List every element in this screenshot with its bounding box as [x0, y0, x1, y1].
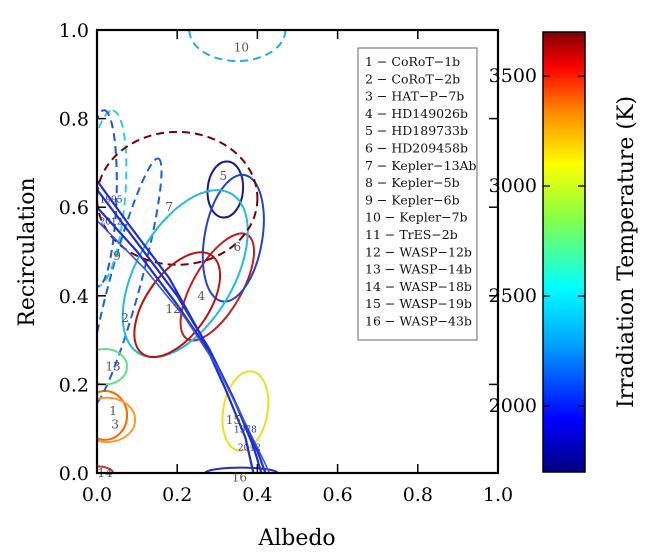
legend-entry: 12 − WASP−12b: [365, 244, 472, 259]
x-tick-label: 0.2: [162, 484, 192, 506]
band-line-1: [97, 188, 263, 473]
colorbar-tick-label: 2500: [489, 285, 537, 307]
contour-label: 6: [234, 240, 242, 254]
band-line-2: [97, 206, 267, 473]
y-tick-label: 0.4: [59, 286, 89, 308]
legend-entry: 14 − WASP−18b: [365, 279, 472, 294]
contour-label: 1: [109, 404, 117, 418]
legend-entry: 5 − HD189733b: [365, 123, 468, 138]
contour-7: [121, 189, 249, 359]
x-tick-label: 0.8: [403, 484, 433, 506]
y-tick-label: 0.2: [59, 374, 89, 396]
y-tick-label: 1.0: [59, 20, 89, 42]
colorbar-label: Irradiation Temperature (K): [614, 96, 639, 408]
legend-entry: 3 − HAT−P−7b: [365, 89, 464, 104]
contour-label: 4: [197, 289, 205, 303]
legend-entry: 1 − CoRoT−1b: [365, 54, 460, 69]
colorbar: 2000 2500 3000 3500 Irradiation Temperature…: [489, 31, 639, 473]
contour-label: 1995: [100, 195, 123, 205]
colorbar-tick-label: 3000: [489, 175, 537, 197]
legend-entry: 16 − WASP−43b: [365, 314, 472, 329]
contour-4: [179, 232, 256, 342]
contour-label: 9: [113, 249, 121, 263]
contour-2: [97, 157, 163, 408]
legend-entry: 8 − Kepler−5b: [365, 175, 460, 190]
contour-label: 5: [219, 169, 227, 183]
contour-label: 2: [121, 311, 129, 325]
y-tick-label: 0.8: [59, 109, 89, 131]
legend-box: [357, 47, 478, 341]
legend-entry: 11 − TrES−2b: [365, 227, 458, 242]
contour-label: 1978: [234, 426, 257, 436]
contour-15: [221, 370, 270, 452]
y-tick-label: 0.6: [59, 197, 89, 219]
contour-label: 10: [234, 41, 249, 55]
y-axis-title: Recirculation: [15, 177, 40, 326]
legend-entry: 15 − WASP−19b: [365, 296, 472, 311]
x-tick-label: 0.6: [322, 484, 352, 506]
contour-9: [97, 130, 259, 266]
y-axis: 0.0 0.2 0.4 0.6 0.8 1.0: [59, 20, 498, 485]
colorbar-tick-label: 2000: [489, 395, 537, 417]
band-line-4: [97, 219, 271, 473]
legend-entry: 2 − CoRoT−2b: [365, 71, 460, 86]
contour-5: [206, 160, 245, 219]
contour-label: 2012: [238, 443, 261, 453]
x-tick-label: 0.4: [242, 484, 272, 506]
contour-label: 15: [226, 413, 241, 427]
x-tick-label: 0.0: [82, 484, 112, 506]
legend-entry: 13 − WASP−14b: [365, 262, 472, 277]
plot-frame: [95, 28, 500, 475]
band-line-3: [97, 179, 255, 473]
colorbar-gradient: [542, 31, 586, 473]
contour-12: [133, 251, 222, 359]
contour-label: 13: [105, 360, 120, 374]
x-axis-title: Albedo: [257, 526, 335, 551]
contour-6: [201, 173, 265, 303]
contour-label: 7: [165, 200, 173, 214]
legend-entry: 6 − HD209458b: [365, 141, 468, 156]
x-tick-label: 1.0: [483, 484, 513, 506]
band-layer: [97, 179, 271, 473]
contour-layer: [97, 30, 287, 473]
x-axis: 0.0 0.2 0.4 0.6 0.8 1.0: [82, 30, 513, 506]
contour-label: 12: [166, 302, 181, 316]
contour-label: 2012: [100, 217, 123, 227]
legend: 1 − CoRoT−1b 2 − CoRoT−2b 3 − HAT−P−7b 4 − …: [357, 47, 478, 341]
y-tick-label: 0.0: [59, 463, 89, 485]
contour-3: [97, 396, 137, 443]
legend-entry: 9 − Kepler−6b: [365, 192, 460, 207]
contour-label: 3: [111, 417, 119, 431]
legend-entry: 4 − HD149026b: [365, 106, 468, 121]
legend-entry: 10 − Kepler−7b: [365, 210, 468, 225]
legend-entry: 7 − Kepler−13Ab: [365, 158, 477, 173]
colorbar-tick-label: 3500: [489, 65, 537, 87]
